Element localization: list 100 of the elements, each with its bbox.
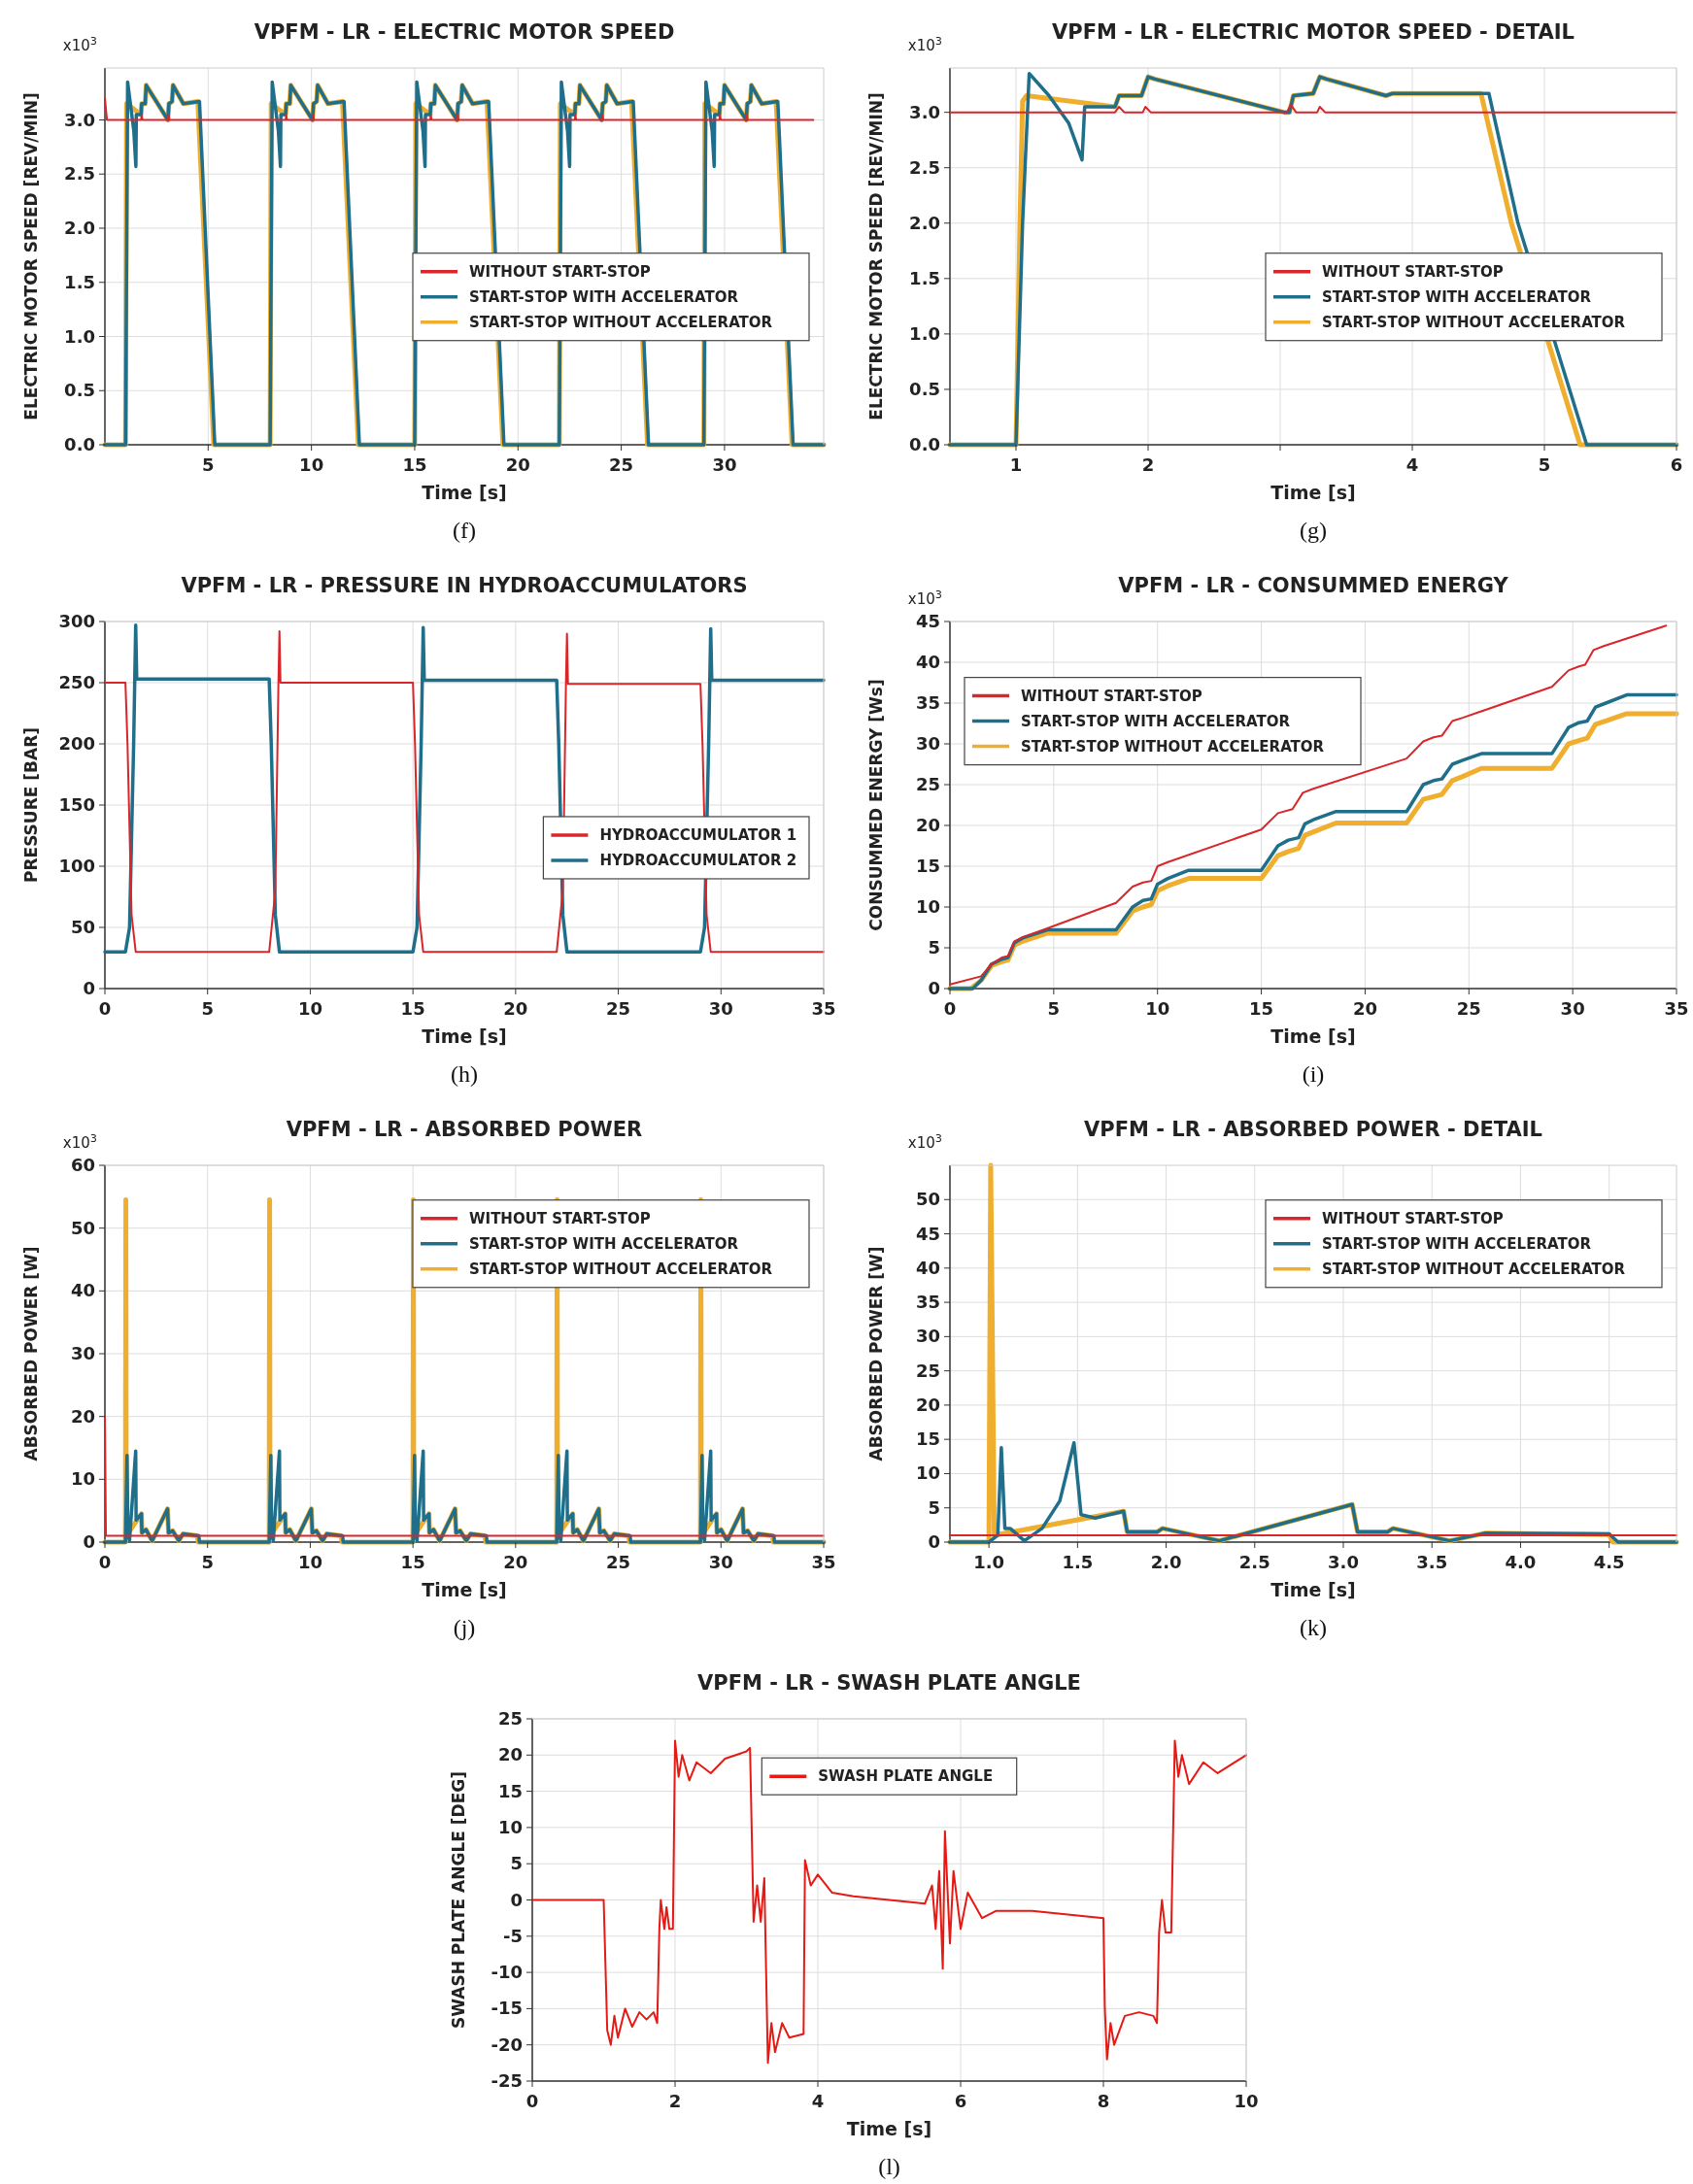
chart-title: VPFM - LR - ABSORBED POWER - DETAIL xyxy=(1084,1118,1542,1141)
y-tick-label: 20 xyxy=(70,1405,95,1427)
y-axis-title: CONSUMMED ENERGY [Ws] xyxy=(866,679,886,931)
y-tick-label: 40 xyxy=(915,1257,940,1278)
y-tick-label: 30 xyxy=(915,733,940,754)
legend-label: WITHOUT START-STOP xyxy=(1322,1209,1504,1227)
legend-label: START-STOP WITHOUT ACCELERATOR xyxy=(1322,313,1626,331)
text: (i) xyxy=(1302,1061,1325,1087)
chart-title: VPFM - LR - ABSORBED POWER xyxy=(286,1118,643,1141)
y-tick-label: 300 xyxy=(58,611,95,631)
x-axis-title: Time [s] xyxy=(846,2118,932,2139)
x-tick-label: 1.5 xyxy=(1062,1552,1094,1572)
y-axis-title: ELECTRIC MOTOR SPEED [REV/MIN] xyxy=(866,92,886,420)
legend-label: START-STOP WITHOUT ACCELERATOR xyxy=(1021,737,1325,756)
x-axis-title: Time [s] xyxy=(1270,1025,1356,1047)
y-axis-title: ABSORBED POWER [W] xyxy=(21,1246,41,1462)
x-tick-label: 10 xyxy=(299,454,324,475)
x-tick-label: 5 xyxy=(1047,998,1061,1019)
y-tick-label: 5 xyxy=(928,937,940,958)
x-tick-label: 2 xyxy=(668,2091,682,2111)
x-tick-label: 0 xyxy=(525,2091,539,2111)
y-tick-label: 50 xyxy=(915,1189,940,1210)
y-tick-label: 10 xyxy=(915,896,940,917)
x-tick-label: 10 xyxy=(1234,2091,1259,2111)
y-tick-label: 0 xyxy=(928,1531,940,1552)
chart-title: VPFM - LR - CONSUMMED ENERGY xyxy=(1118,574,1509,597)
y-tick-label: 0.5 xyxy=(64,380,95,401)
y-tick-label: 2.0 xyxy=(909,212,940,233)
x-tick-label: 6 xyxy=(954,2091,967,2111)
y-tick-label: 0 xyxy=(83,1531,95,1552)
text: x10$^{3}$ xyxy=(62,1131,97,1152)
x-tick-label: 1 xyxy=(1009,454,1023,475)
y-axis-title: ELECTRIC MOTOR SPEED [REV/MIN] xyxy=(21,92,41,420)
x-tick-label: 5 xyxy=(1538,454,1551,475)
y-tick-label: 200 xyxy=(58,733,95,754)
y-tick-label: 1.0 xyxy=(909,322,940,344)
x-tick-label: 20 xyxy=(1352,998,1377,1019)
legend-label: START-STOP WITH ACCELERATOR xyxy=(469,1234,739,1253)
x-tick-label: 6 xyxy=(1670,454,1683,475)
legend-label: START-STOP WITH ACCELERATOR xyxy=(1322,1234,1592,1253)
x-tick-label: 30 xyxy=(1560,998,1585,1019)
x-tick-label: 25 xyxy=(1456,998,1481,1019)
x-tick-label: 0 xyxy=(98,1552,112,1572)
x-tick-label: 5 xyxy=(202,454,215,475)
y-tick-label: 5 xyxy=(510,1853,523,1874)
legend-label: START-STOP WITHOUT ACCELERATOR xyxy=(469,1260,773,1278)
chart-title: VPFM - LR - SWASH PLATE ANGLE xyxy=(697,1671,1081,1695)
text: (l) xyxy=(878,2154,900,2179)
y-tick-label: 0.0 xyxy=(64,434,95,454)
text: x10$^{3}$ xyxy=(907,1131,942,1152)
x-tick-label: 25 xyxy=(606,1552,631,1572)
legend-label: START-STOP WITH ACCELERATOR xyxy=(469,287,739,306)
x-tick-label: 3.0 xyxy=(1328,1552,1359,1572)
y-axis-title: PRESSURE [BAR] xyxy=(21,726,41,884)
x-tick-label: 15 xyxy=(400,1552,425,1572)
x-tick-label: 15 xyxy=(402,454,427,475)
x-tick-label: 10 xyxy=(297,998,322,1019)
text: (f) xyxy=(453,518,476,543)
text: (j) xyxy=(453,1615,476,1640)
y-tick-label: 10 xyxy=(915,1462,940,1484)
y-tick-label: 0 xyxy=(83,978,95,998)
y-tick-label: 50 xyxy=(70,1217,95,1238)
x-tick-label: 15 xyxy=(400,998,425,1019)
x-tick-label: 4.5 xyxy=(1593,1552,1625,1572)
text: (k) xyxy=(1300,1615,1327,1640)
text: x10$^{3}$ xyxy=(907,588,942,608)
x-tick-label: 35 xyxy=(811,1552,836,1572)
y-tick-label: 10 xyxy=(497,1816,523,1837)
legend-label: WITHOUT START-STOP xyxy=(469,262,651,281)
x-tick-label: 4 xyxy=(1405,454,1419,475)
y-tick-label: 0.5 xyxy=(909,378,940,399)
chart-title: VPFM - LR - PRESSURE IN HYDROACCUMULATORS xyxy=(181,574,748,597)
x-tick-label: 4.0 xyxy=(1505,1552,1537,1572)
legend-label: START-STOP WITH ACCELERATOR xyxy=(1021,712,1291,730)
x-tick-label: 35 xyxy=(811,998,836,1019)
y-tick-label: 2.5 xyxy=(64,163,95,185)
y-tick-label: 45 xyxy=(915,1223,940,1244)
chart-title: VPFM - LR - ELECTRIC MOTOR SPEED - DETAIL xyxy=(1052,20,1574,44)
y-tick-label: 2.5 xyxy=(909,156,940,178)
x-tick-label: 8 xyxy=(1097,2091,1110,2111)
x-axis-title: Time [s] xyxy=(1270,1579,1356,1600)
x-axis-title: Time [s] xyxy=(422,1579,507,1600)
x-tick-label: 30 xyxy=(712,454,737,475)
x-tick-label: 0 xyxy=(943,998,957,1019)
y-axis-title: SWASH PLATE ANGLE [DEG] xyxy=(449,1771,468,2029)
x-axis-title: Time [s] xyxy=(1270,482,1356,503)
text: (h) xyxy=(451,1061,478,1087)
y-tick-label: -25 xyxy=(491,2070,523,2091)
legend-label: START-STOP WITHOUT ACCELERATOR xyxy=(469,313,773,331)
x-tick-label: 35 xyxy=(1664,998,1689,1019)
y-tick-label: 2.0 xyxy=(64,218,95,239)
y-tick-label: 25 xyxy=(915,1360,940,1381)
y-tick-label: 1.5 xyxy=(64,271,95,292)
x-axis-title: Time [s] xyxy=(422,1025,507,1047)
y-tick-label: 0 xyxy=(510,1889,523,1910)
legend-label: WITHOUT START-STOP xyxy=(469,1209,651,1227)
x-tick-label: 30 xyxy=(708,998,733,1019)
y-tick-label: 45 xyxy=(915,611,940,631)
y-tick-label: 0 xyxy=(928,978,940,998)
y-tick-label: 60 xyxy=(70,1155,95,1175)
